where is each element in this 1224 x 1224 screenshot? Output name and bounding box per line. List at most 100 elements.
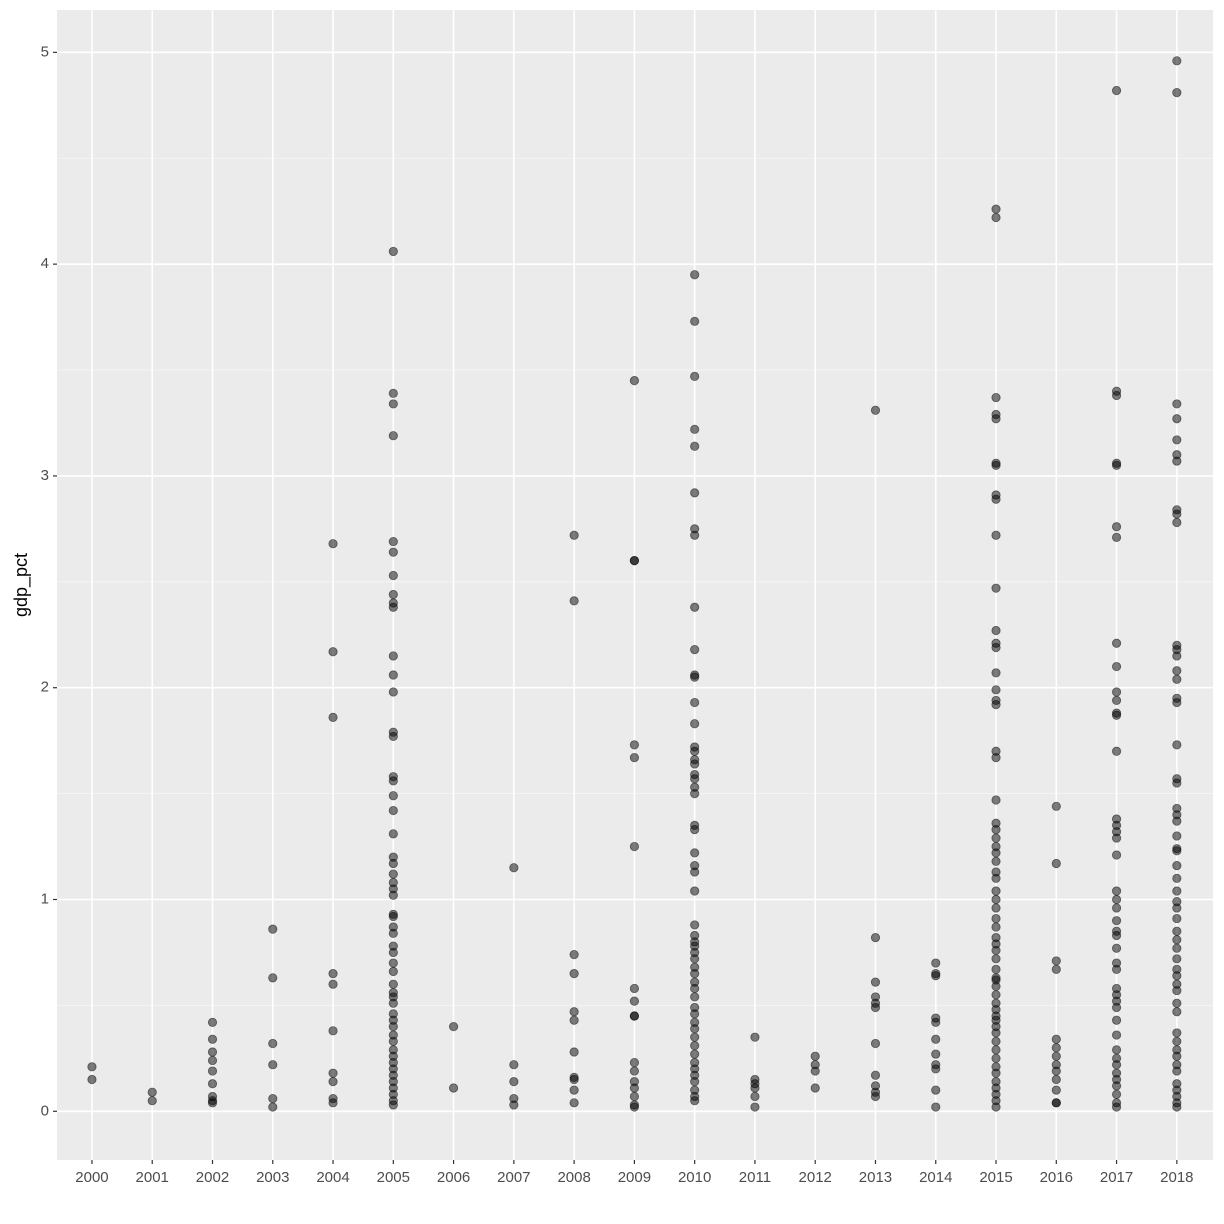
point bbox=[207, 1098, 218, 1108]
point bbox=[870, 405, 881, 415]
point bbox=[448, 1021, 459, 1032]
point bbox=[991, 583, 1001, 593]
point bbox=[1111, 943, 1122, 953]
point bbox=[388, 966, 398, 977]
point bbox=[991, 625, 1001, 636]
point bbox=[629, 740, 639, 750]
point bbox=[448, 1083, 459, 1093]
point bbox=[268, 973, 278, 983]
point bbox=[388, 1100, 398, 1110]
point bbox=[931, 1064, 941, 1074]
point bbox=[388, 570, 398, 581]
point bbox=[810, 1083, 820, 1093]
point bbox=[1172, 651, 1182, 661]
point bbox=[147, 1096, 157, 1106]
point bbox=[931, 971, 941, 981]
point bbox=[690, 672, 700, 682]
point bbox=[388, 776, 398, 786]
point bbox=[991, 414, 1001, 424]
point bbox=[991, 668, 1001, 678]
point bbox=[991, 1068, 1001, 1078]
point bbox=[388, 536, 398, 547]
point bbox=[690, 316, 700, 326]
point bbox=[1172, 1007, 1182, 1017]
point bbox=[388, 399, 398, 409]
point bbox=[629, 1011, 639, 1021]
point bbox=[750, 1102, 760, 1112]
point bbox=[991, 913, 1001, 924]
point bbox=[207, 1034, 218, 1044]
y-tick-label: 4 bbox=[41, 255, 49, 272]
point bbox=[690, 789, 700, 799]
point bbox=[509, 1100, 519, 1110]
point bbox=[569, 1085, 579, 1095]
y-tick-label: 3 bbox=[41, 467, 49, 484]
point bbox=[991, 1028, 1001, 1038]
point bbox=[1172, 517, 1182, 528]
point bbox=[991, 894, 1001, 905]
point bbox=[991, 922, 1001, 932]
point bbox=[690, 697, 700, 708]
y-tick-label: 5 bbox=[41, 43, 49, 60]
point bbox=[1172, 846, 1182, 856]
point bbox=[87, 1062, 97, 1072]
point bbox=[388, 388, 398, 398]
point bbox=[1111, 916, 1122, 926]
y-axis-title: gdp_pct bbox=[11, 553, 32, 617]
point bbox=[207, 1055, 218, 1066]
point bbox=[1111, 1060, 1122, 1070]
point bbox=[991, 848, 1001, 858]
point bbox=[1172, 740, 1182, 750]
point bbox=[1172, 697, 1182, 708]
point bbox=[1172, 1051, 1182, 1061]
point bbox=[1172, 985, 1182, 996]
point bbox=[931, 1034, 941, 1044]
point bbox=[629, 1066, 639, 1076]
point bbox=[690, 920, 700, 930]
point bbox=[1111, 638, 1122, 648]
point bbox=[1111, 390, 1122, 401]
point bbox=[991, 954, 1001, 964]
point bbox=[1111, 532, 1122, 542]
point bbox=[991, 494, 1001, 504]
point bbox=[629, 1057, 639, 1068]
point bbox=[1111, 850, 1122, 860]
point bbox=[629, 1091, 639, 1102]
point bbox=[388, 890, 398, 900]
point bbox=[1172, 913, 1182, 924]
point bbox=[1111, 1102, 1122, 1112]
point bbox=[1051, 1074, 1061, 1085]
point bbox=[1172, 778, 1182, 788]
x-tick-label: 2006 bbox=[437, 1169, 470, 1186]
point bbox=[991, 753, 1001, 763]
x-tick-label: 2004 bbox=[316, 1169, 349, 1186]
point bbox=[1172, 456, 1182, 466]
point bbox=[388, 602, 398, 612]
point bbox=[268, 1093, 278, 1104]
y-tick-label: 0 bbox=[41, 1102, 49, 1119]
point bbox=[388, 829, 398, 839]
point bbox=[931, 958, 941, 968]
point bbox=[810, 1066, 820, 1076]
point bbox=[690, 644, 700, 655]
x-tick-label: 2012 bbox=[799, 1169, 832, 1186]
point bbox=[1111, 1002, 1122, 1013]
point bbox=[1172, 926, 1182, 936]
x-tick-label: 2016 bbox=[1040, 1169, 1073, 1186]
point bbox=[1111, 661, 1122, 672]
point bbox=[991, 1102, 1001, 1112]
point bbox=[1111, 886, 1122, 896]
point bbox=[388, 979, 398, 989]
point bbox=[690, 441, 700, 451]
point bbox=[991, 700, 1001, 710]
point bbox=[690, 825, 700, 835]
point bbox=[1051, 956, 1061, 966]
point bbox=[1172, 886, 1182, 896]
point bbox=[207, 1066, 218, 1076]
point bbox=[1111, 460, 1122, 470]
point bbox=[1172, 666, 1182, 676]
point bbox=[1111, 746, 1122, 756]
point bbox=[1172, 1102, 1182, 1112]
point bbox=[1172, 935, 1182, 945]
point bbox=[1172, 903, 1182, 913]
